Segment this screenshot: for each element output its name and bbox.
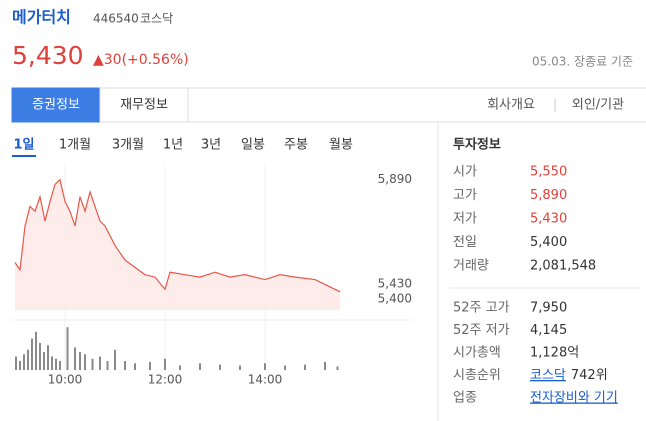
y-tick-label: 5,400 <box>378 292 412 306</box>
period-tab[interactable]: 1일 <box>13 138 34 153</box>
period-tab[interactable]: 월봉 <box>329 138 353 153</box>
info-value: 5,890 <box>530 188 567 203</box>
separator: | <box>553 98 557 112</box>
volume-bar <box>39 343 41 370</box>
tab-label[interactable]: 재무정보 <box>120 98 168 113</box>
info-value: 742위 <box>571 368 608 383</box>
volume-bar <box>106 361 109 370</box>
info-value: 5,430 <box>530 212 567 227</box>
volume-bar <box>66 327 69 370</box>
period-tab[interactable]: 1년 <box>163 138 183 153</box>
volume-bar <box>199 363 201 370</box>
info-value: 4,145 <box>530 323 567 338</box>
info-label: 시가총액 <box>453 346 501 361</box>
link[interactable]: 회사개요 <box>487 98 535 113</box>
price: 5,430 <box>12 41 84 70</box>
y-tick-label: 5,430 <box>378 277 412 291</box>
info-link[interactable]: 코스닥 <box>530 368 566 383</box>
volume-bar <box>23 354 25 370</box>
volume-bar <box>15 356 17 370</box>
link[interactable]: 외인/기관 <box>572 98 624 113</box>
volume-bar <box>324 361 326 370</box>
stock-name[interactable]: 메가터치 <box>12 8 71 27</box>
x-tick-label: 14:00 <box>248 373 283 387</box>
volume-bar <box>149 361 151 370</box>
info-label: 고가 <box>453 188 477 203</box>
tab[interactable] <box>11 87 101 123</box>
y-tick-label: 5,890 <box>378 172 412 186</box>
info-label: 저가 <box>453 212 477 227</box>
info-title: 투자정보 <box>453 137 501 153</box>
period-tab[interactable]: 3년 <box>201 138 221 153</box>
volume-bar <box>124 361 126 370</box>
info-label: 시총순위 <box>453 368 501 383</box>
volume-bar <box>99 356 101 370</box>
info-label: 전일 <box>453 235 477 250</box>
period-tab[interactable]: 일봉 <box>241 138 265 153</box>
volume-bar <box>55 358 57 370</box>
info-label: 52주 고가 <box>453 301 510 316</box>
info-value: 5,550 <box>530 165 567 180</box>
price-line <box>14 178 341 293</box>
volume-bar <box>304 364 306 370</box>
info-label: 시가 <box>453 165 477 180</box>
volume-bar <box>79 352 81 370</box>
volume-bar <box>51 356 53 370</box>
period-tab[interactable]: 1개월 <box>59 138 91 153</box>
volume-bar <box>179 365 181 370</box>
volume-bar <box>239 365 241 370</box>
volume-bar <box>114 349 116 370</box>
info-value: 1,128억 <box>530 346 579 361</box>
volume-bar <box>284 365 286 370</box>
volume-bar <box>47 345 49 370</box>
x-tick-label: 10:00 <box>48 373 83 387</box>
volume-bar <box>134 363 136 370</box>
info-value: 2,081,548 <box>530 259 596 274</box>
volume-bar <box>43 352 45 370</box>
timestamp: 05.03. 장종료 기준 <box>532 55 633 69</box>
info-link[interactable]: 전자장비와 기기 <box>530 391 618 406</box>
volume-bar <box>164 358 166 370</box>
volume-bar <box>74 347 76 370</box>
volume-bar <box>91 358 94 370</box>
info-label: 52주 저가 <box>453 323 510 338</box>
volume-bar <box>219 364 221 370</box>
period-tab[interactable]: 주봉 <box>284 138 308 153</box>
info-label: 업종 <box>453 391 477 406</box>
info-value: 5,400 <box>530 235 567 250</box>
period-tab[interactable]: 3개월 <box>112 138 144 153</box>
volume-bar <box>35 331 37 370</box>
price-change: ▲30(+0.56%) <box>93 52 189 68</box>
market: 코스닥 <box>140 12 173 26</box>
tab-label[interactable]: 증권정보 <box>32 98 80 113</box>
volume-bar <box>27 349 29 370</box>
volume-bar <box>336 366 339 370</box>
volume-bar <box>84 354 86 370</box>
tab[interactable] <box>99 87 189 123</box>
volume-bar <box>59 361 61 370</box>
price-area <box>15 179 340 310</box>
x-tick-label: 12:00 <box>148 373 183 387</box>
info-label: 거래량 <box>453 259 489 274</box>
volume-bar <box>19 361 21 370</box>
volume-bar <box>264 363 266 370</box>
info-value: 7,950 <box>530 301 567 316</box>
stock-code: 446540 <box>93 12 139 26</box>
volume-bar <box>31 338 33 370</box>
